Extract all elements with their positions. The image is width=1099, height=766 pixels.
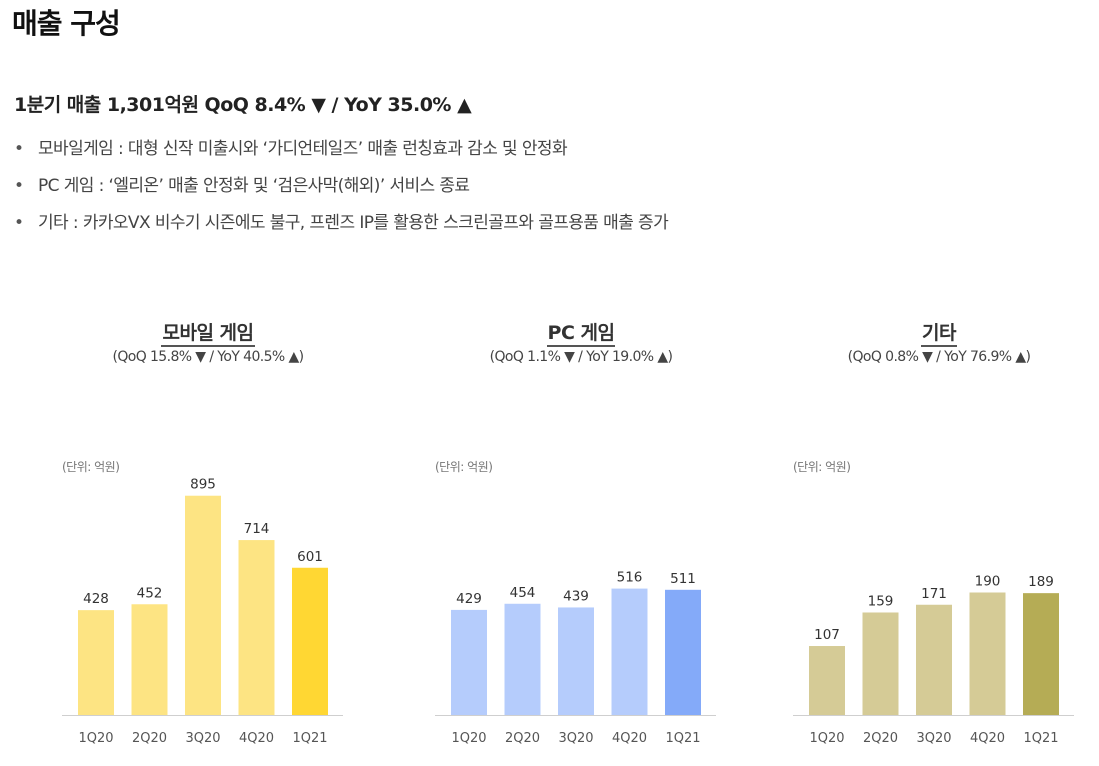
other-chart-panel: 107 1Q20 159 2Q20 171 3Q20 190 4Q20 189 1Q21 기타 (… [789,318,1089,758]
x-tick-label: 3Q20 [916,731,951,746]
bar-4Q20 [238,540,275,715]
other-bar-chart: 107 1Q20 159 2Q20 171 3Q20 190 4Q20 189 1Q21 [793,574,1074,746]
bar-value-label: 714 [244,521,270,537]
pc-game-bar-chart: 429 1Q20 454 2Q20 439 3Q20 516 4Q20 511 1Q21 [435,570,716,746]
x-tick-label: 4Q20 [612,731,647,746]
x-tick-label: 1Q20 [809,731,844,746]
bar-1Q21 [1023,593,1059,715]
revenue-headline: 1분기 매출 1,301억원 QoQ 8.4% ▼ / YoY 35.0% ▲ [14,94,472,116]
bullet-dot-icon: • [14,176,24,196]
bar-value-label: 895 [190,477,216,493]
bullet-mobile-game: • 모바일게임 : 대형 신작 미출시와 ‘가디언테일즈’ 매출 런칭효과 감소 … [14,134,668,171]
bullet-dot-icon: • [14,139,24,159]
mobile-game-chart-title: 모바일 게임 [58,318,358,347]
bullet-other: • 기타 : 카카오VX 비수기 시즌에도 불구, 프렌즈 IP를 활용한 스크린… [14,208,669,245]
pc-game-chart-subtitle: (QoQ 1.1% ▼ / YoY 19.0% ▲) [489,349,673,365]
bar-value-label: 454 [510,585,536,601]
bar-3Q20 [916,604,952,715]
bar-4Q20 [969,592,1006,715]
x-tick-label: 2Q20 [505,731,540,746]
chart-title-text: PC 게임 [546,322,616,347]
bar-value-label: 452 [137,585,163,601]
bar-value-label: 107 [814,627,840,643]
mobile-game-unit-label: (단위: 억원) [62,460,120,474]
mobile-game-bar-chart: 428 1Q20 452 2Q20 895 3Q20 714 4Q20 601 1Q21 [62,477,343,746]
bar-value-label: 429 [456,591,482,607]
bar-value-label: 601 [297,549,323,565]
bar-value-label: 428 [83,591,109,607]
bar-value-label: 439 [563,588,589,604]
pc-game-chart-title: PC 게임 [431,318,731,347]
bullet-text: PC 게임 : ‘엘리온’ 매출 안정화 및 ‘검은사막(해외)’ 서비스 종료 [38,176,470,196]
page-title: 매출 구성 [12,7,121,40]
bar-2Q20 [504,603,541,715]
bar-4Q20 [611,588,648,715]
x-tick-label: 3Q20 [558,731,593,746]
chart-title-text: 기타 [921,322,957,347]
bar-2Q20 [862,612,899,715]
bar-value-label: 511 [670,571,696,587]
other-chart-subtitle: (QoQ 0.8% ▼ / YoY 76.9% ▲) [847,349,1031,365]
bullet-pc-game: • PC 게임 : ‘엘리온’ 매출 안정화 및 ‘검은사막(해외)’ 서비스 종… [14,171,668,208]
pc-game-chart-panel: 429 1Q20 454 2Q20 439 3Q20 516 4Q20 511 1Q21 PC 게… [431,318,731,758]
bar-3Q20 [558,607,594,715]
x-tick-label: 2Q20 [132,731,167,746]
bullet-text: 모바일게임 : 대형 신작 미출시와 ‘가디언테일즈’ 매출 런칭효과 감소 및… [38,139,568,159]
bar-value-label: 159 [868,593,894,609]
x-tick-label: 4Q20 [239,731,274,746]
bar-value-label: 171 [921,586,947,602]
bar-1Q21 [665,589,701,715]
bar-value-label: 516 [617,570,643,586]
bullet-text: 기타 : 카카오VX 비수기 시즌에도 불구, 프렌즈 IP를 활용한 스크린골… [38,213,669,233]
other-unit-label: (단위: 억원) [793,460,851,474]
summary-bullet-list: • 모바일게임 : 대형 신작 미출시와 ‘가디언테일즈’ 매출 런칭효과 감소 … [14,134,669,245]
bar-1Q20 [451,609,487,715]
x-tick-label: 4Q20 [970,731,1005,746]
mobile-game-chart-subtitle: (QoQ 15.8% ▼ / YoY 40.5% ▲) [112,349,304,365]
bullet-dot-icon: • [14,213,24,233]
bar-value-label: 190 [975,574,1001,590]
mobile-game-chart-panel: 428 1Q20 452 2Q20 895 3Q20 714 4Q20 601 1Q21 모바일 … [58,318,358,758]
x-tick-label: 2Q20 [863,731,898,746]
x-tick-label: 1Q21 [292,731,327,746]
x-tick-label: 3Q20 [185,731,220,746]
bar-1Q20 [78,610,114,715]
chart-title-text: 모바일 게임 [161,322,255,347]
bar-1Q20 [809,646,845,715]
x-tick-label: 1Q21 [665,731,700,746]
bar-2Q20 [131,604,168,715]
x-tick-label: 1Q21 [1023,731,1058,746]
pc-game-unit-label: (단위: 억원) [435,460,493,474]
bar-3Q20 [185,495,221,715]
other-chart-title: 기타 [789,318,1089,347]
x-tick-label: 1Q20 [451,731,486,746]
bar-1Q21 [292,567,328,715]
x-tick-label: 1Q20 [78,731,113,746]
bar-value-label: 189 [1028,574,1054,590]
